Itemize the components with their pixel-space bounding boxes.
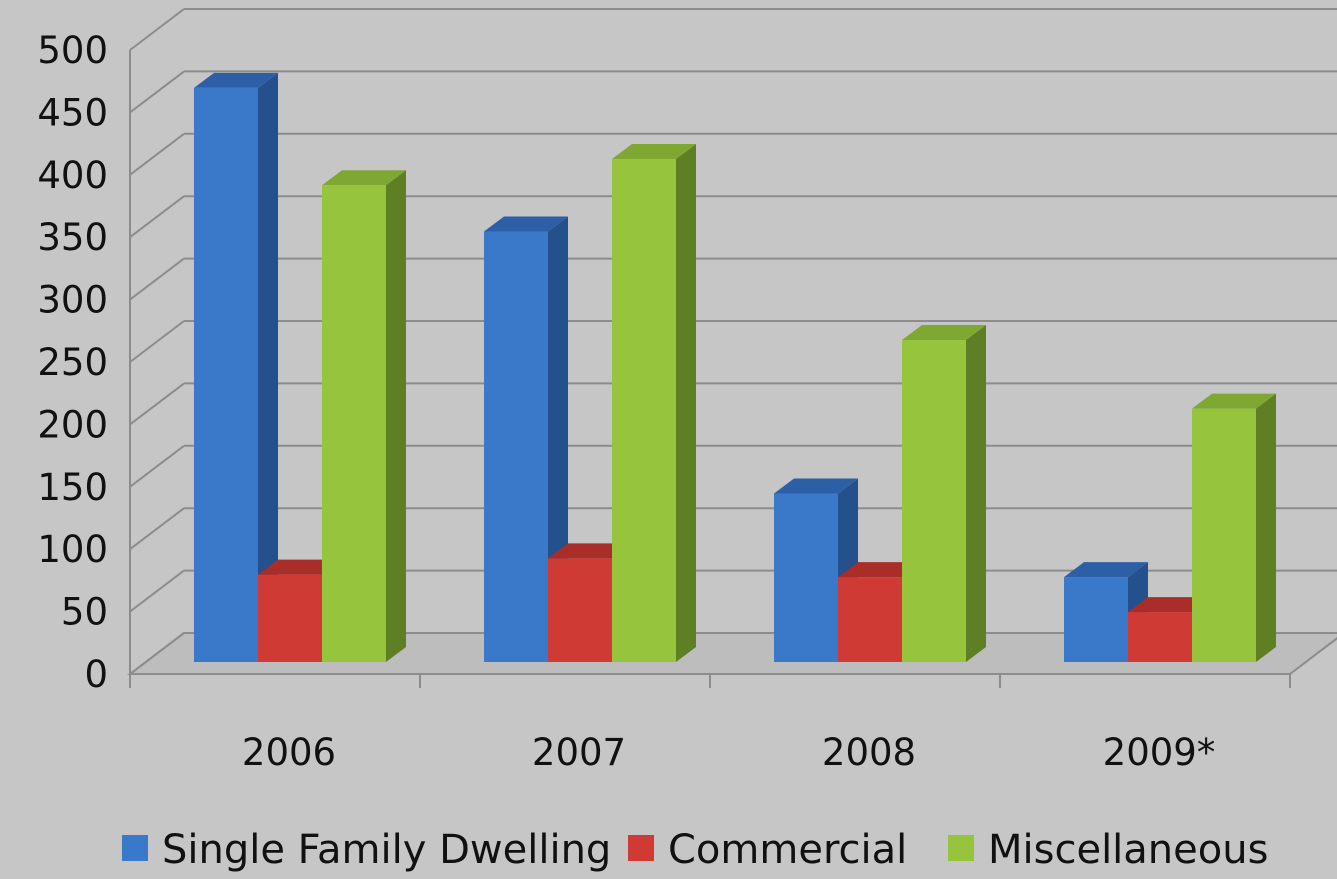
y-tick-label: 50 <box>61 591 108 634</box>
bar <box>322 170 406 662</box>
bar-front <box>612 159 676 662</box>
legend-swatch <box>628 835 654 861</box>
bar-top <box>484 216 568 232</box>
gridline-side <box>129 569 185 613</box>
y-tick-label: 250 <box>37 341 108 384</box>
gridline-side <box>129 632 185 675</box>
bar-front <box>774 493 838 662</box>
bar-top <box>258 559 342 575</box>
legend-swatch <box>122 835 148 861</box>
bar <box>902 325 986 662</box>
bar <box>194 72 278 663</box>
bars <box>194 72 1276 663</box>
bar-top <box>1128 597 1212 613</box>
bar-front <box>258 574 322 662</box>
legend-label: Single Family Dwelling <box>162 827 611 873</box>
bar-front <box>548 558 612 662</box>
x-axis-ticks: 2006 2007 2008 2009* <box>242 731 1215 774</box>
gridline-side <box>129 8 185 51</box>
x-tick-label: 2008 <box>822 731 916 774</box>
gridline-side <box>129 70 185 114</box>
legend-label: Miscellaneous <box>988 827 1268 873</box>
gridline-side <box>129 133 185 176</box>
bar-front <box>322 185 386 662</box>
bar-front <box>1192 408 1256 662</box>
bar-front <box>1064 577 1128 662</box>
gridline-side <box>129 257 185 301</box>
x-tick-label: 2007 <box>532 731 626 774</box>
gridline-side <box>129 507 185 550</box>
bar-front <box>838 577 902 662</box>
x-tick-label: 2009* <box>1103 731 1216 774</box>
y-tick-label: 100 <box>37 528 108 571</box>
axes <box>129 50 1291 688</box>
bar-top <box>194 72 278 88</box>
bar-top <box>548 543 632 559</box>
bar-side <box>258 72 278 663</box>
bar-side <box>1256 393 1276 662</box>
gridline-side <box>129 445 185 488</box>
legend-item: Miscellaneous <box>948 827 1268 873</box>
legend-item: Commercial <box>628 827 907 873</box>
y-axis-ticks: 0 50 100 150 200 250 300 350 400 450 500 <box>37 29 108 696</box>
bar-top <box>774 478 858 494</box>
bar-top <box>322 170 406 186</box>
legend-item: Single Family Dwelling <box>122 827 611 873</box>
bar <box>484 216 568 662</box>
gridline-side <box>129 195 185 238</box>
gridline-side <box>129 382 185 426</box>
bar-front <box>194 87 258 663</box>
bar-top <box>1064 562 1148 578</box>
y-tick-label: 0 <box>84 653 108 696</box>
bar-side <box>676 144 696 662</box>
bar-top <box>838 562 922 578</box>
x-tick-label: 2006 <box>242 731 336 774</box>
legend-label: Commercial <box>668 827 907 873</box>
y-tick-label: 200 <box>37 403 108 446</box>
y-tick-label: 400 <box>37 154 108 197</box>
bar-top <box>902 325 986 341</box>
bar <box>1192 393 1276 662</box>
bar-front <box>1128 612 1192 662</box>
legend-swatch <box>948 835 974 861</box>
y-tick-label: 500 <box>37 29 108 72</box>
bar-side <box>966 325 986 662</box>
bar <box>612 144 696 662</box>
gridline-side <box>129 320 185 363</box>
y-tick-label: 350 <box>37 216 108 259</box>
y-tick-label: 450 <box>37 91 108 134</box>
y-tick-label: 150 <box>37 466 108 509</box>
bar-front <box>484 231 548 662</box>
bar-top <box>612 144 696 160</box>
y-tick-label: 300 <box>37 279 108 322</box>
bar-top <box>1192 393 1276 409</box>
bar-side <box>386 170 406 662</box>
legend: Single Family Dwelling Commercial Miscella… <box>122 827 1268 873</box>
bar-front <box>902 340 966 662</box>
